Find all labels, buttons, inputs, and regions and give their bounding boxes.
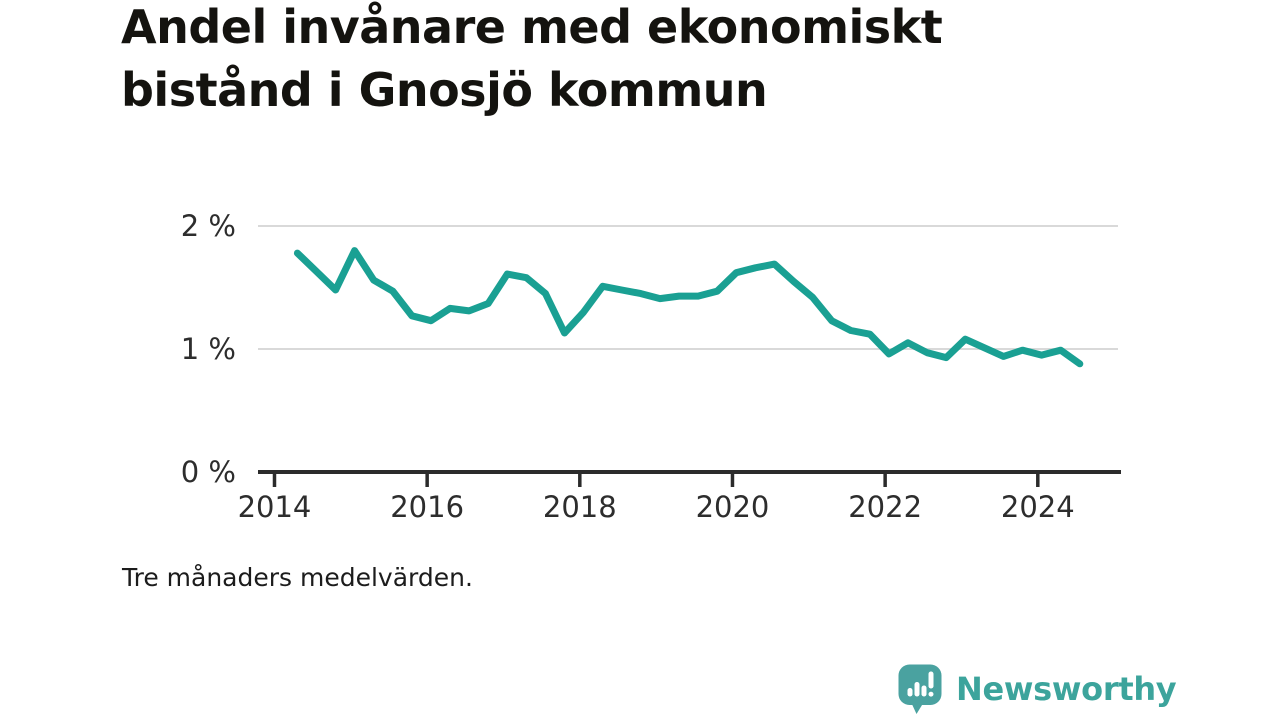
chart-title-line-1: Andel invånare med ekonomiskt (121, 0, 943, 54)
newsworthy-logo: Newsworthy (897, 663, 1177, 715)
x-tick-label: 2014 (238, 490, 312, 524)
newsworthy-wordmark: Newsworthy (956, 670, 1177, 708)
x-tick-label: 2016 (390, 490, 464, 524)
newsworthy-logo-icon (898, 664, 942, 714)
x-tick-label: 2018 (543, 490, 617, 524)
chart-title: Andel invånare med ekonomiskt bistånd i … (121, 0, 1161, 122)
series-line (293, 247, 1084, 368)
x-tick-label: 2022 (848, 490, 922, 524)
chart-title-line-2: bistånd i Gnosjö kommun (121, 63, 768, 117)
x-tick-label: 2020 (696, 490, 770, 524)
y-tick-label: 0 % (181, 455, 236, 489)
x-tick-label: 2024 (1001, 490, 1075, 524)
chart-footnote: Tre månaders medelvärden. (122, 563, 473, 592)
y-tick-label: 2 % (181, 209, 236, 243)
bar-chart-exclamation-icon (907, 671, 934, 697)
y-tick-label: 1 % (181, 332, 236, 366)
